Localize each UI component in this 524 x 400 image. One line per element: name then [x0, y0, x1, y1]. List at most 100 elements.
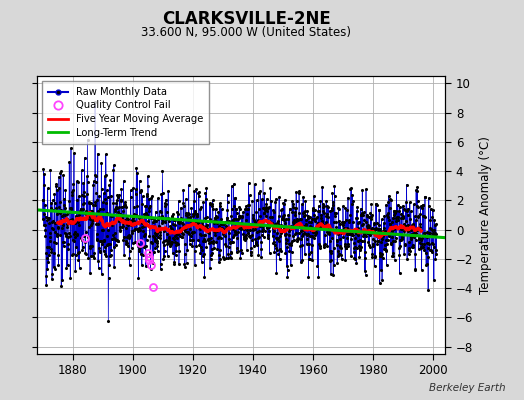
Point [358, 221, 367, 228]
Point [59, 239, 67, 245]
Point [71, 268, 80, 274]
Point [352, 214, 360, 221]
Point [171, 239, 179, 246]
Point [277, 207, 286, 213]
Point [384, 236, 392, 243]
Point [272, 244, 280, 251]
Point [58, 225, 66, 232]
Point [211, 214, 220, 221]
Point [352, 230, 361, 236]
Point [189, 212, 198, 219]
Point [137, 224, 146, 230]
Point [209, 240, 217, 246]
Point [138, 262, 146, 268]
Point [342, 217, 351, 223]
Point [331, 210, 340, 216]
Point [135, 247, 143, 254]
Point [258, 226, 267, 232]
Point [103, 232, 111, 239]
Point [78, 247, 86, 254]
Point [151, 237, 160, 244]
Point [307, 224, 315, 230]
Point [328, 257, 336, 263]
Point [393, 225, 401, 231]
Point [60, 242, 68, 249]
Point [329, 199, 337, 205]
Point [326, 248, 335, 254]
Point [329, 272, 337, 278]
Point [198, 259, 206, 265]
Point [315, 220, 324, 227]
Point [336, 230, 345, 237]
Point [58, 216, 67, 223]
Point [351, 234, 359, 241]
Point [135, 215, 144, 221]
Point [195, 242, 204, 248]
Point [53, 210, 61, 217]
Point [181, 228, 190, 234]
Point [74, 256, 82, 263]
Point [41, 233, 50, 240]
Point [241, 224, 249, 230]
Point [243, 210, 252, 217]
Point [371, 253, 379, 259]
Point [202, 244, 211, 250]
Point [326, 208, 334, 214]
Point [388, 252, 397, 259]
Point [396, 270, 404, 276]
Point [124, 222, 132, 228]
Point [155, 228, 163, 234]
Point [373, 202, 381, 209]
Point [268, 233, 277, 239]
Point [196, 225, 204, 232]
Point [161, 202, 169, 209]
Point [72, 178, 81, 185]
Point [110, 162, 118, 168]
Point [260, 190, 268, 196]
Point [143, 193, 151, 199]
Point [152, 232, 160, 238]
Point [248, 236, 257, 243]
Point [376, 226, 384, 232]
Point [371, 238, 379, 244]
Point [284, 212, 292, 219]
Point [57, 283, 66, 290]
Point [206, 265, 214, 272]
Point [101, 172, 109, 179]
Point [423, 229, 432, 236]
Point [72, 244, 81, 250]
Point [133, 203, 141, 209]
Point [245, 202, 254, 208]
Point [348, 192, 356, 198]
Point [153, 238, 161, 244]
Point [171, 222, 179, 228]
Point [335, 243, 344, 249]
Point [132, 165, 140, 172]
Point [425, 241, 433, 247]
Point [240, 234, 248, 240]
Point [66, 198, 74, 204]
Point [214, 234, 223, 240]
Point [46, 238, 54, 244]
Point [121, 202, 129, 209]
Point [180, 226, 189, 232]
Point [302, 235, 311, 242]
Point [259, 177, 267, 183]
Point [389, 214, 397, 221]
Point [201, 238, 209, 244]
Point [95, 210, 103, 217]
Point [163, 241, 171, 247]
Point [237, 220, 245, 226]
Point [249, 227, 257, 233]
Point [145, 195, 154, 202]
Point [141, 243, 150, 250]
Point [191, 209, 200, 215]
Point [312, 215, 320, 222]
Point [120, 252, 128, 259]
Point [76, 208, 84, 215]
Point [60, 239, 68, 245]
Point [373, 241, 381, 247]
Point [161, 196, 170, 203]
Point [69, 250, 78, 257]
Point [172, 247, 180, 254]
